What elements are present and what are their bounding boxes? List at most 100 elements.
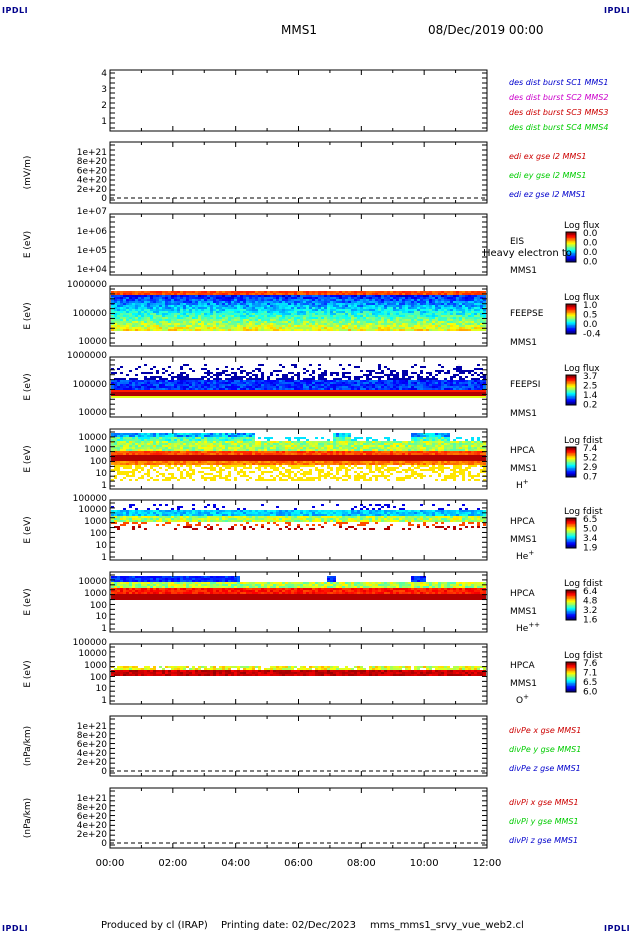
spectrogram-pixel: [147, 327, 150, 329]
spectrogram-pixel: [222, 453, 225, 455]
spectrogram-pixel: [480, 301, 483, 303]
spectrogram-pixel: [183, 307, 186, 309]
spectrogram-pixel: [258, 295, 261, 297]
spectrogram-pixel: [369, 380, 372, 382]
spectrogram-pixel: [123, 309, 126, 311]
spectrogram-pixel: [195, 307, 198, 309]
spectrogram-pixel: [285, 380, 288, 382]
spectrogram-pixel: [231, 317, 234, 319]
spectrogram-pixel: [114, 396, 117, 398]
spectrogram-pixel: [372, 317, 375, 319]
spectrogram-pixel: [183, 469, 186, 471]
spectrogram-pixel: [255, 396, 258, 398]
spectrogram-pixel: [195, 449, 198, 451]
spectrogram-pixel: [318, 327, 321, 329]
spectrogram-pixel: [297, 396, 300, 398]
spectrogram-pixel: [156, 457, 159, 459]
spectrogram-pixel: [204, 364, 207, 366]
spectrogram-pixel: [387, 301, 390, 303]
spectrogram-pixel: [405, 329, 408, 331]
spectrogram-pixel: [369, 384, 372, 386]
spectrogram-pixel: [171, 475, 174, 477]
spectrogram-pixel: [240, 372, 243, 374]
spectrogram-pixel: [252, 441, 255, 443]
spectrogram-pixel: [312, 327, 315, 329]
spectrogram-pixel: [237, 313, 240, 315]
spectrogram-pixel: [432, 388, 435, 390]
spectrogram-pixel: [360, 311, 363, 313]
spectrogram-pixel: [300, 303, 303, 305]
spectrogram-pixel: [261, 390, 264, 392]
spectrogram-pixel: [240, 437, 243, 439]
spectrogram-pixel: [216, 301, 219, 303]
spectrogram-pixel: [288, 323, 291, 325]
spectrogram-pixel: [120, 321, 123, 323]
spectrogram-pixel: [462, 392, 465, 394]
spectrogram-pixel: [351, 301, 354, 303]
spectrogram-pixel: [159, 307, 162, 309]
spectrogram-pixel: [438, 394, 441, 396]
spectrogram-pixel: [216, 475, 219, 477]
spectrogram-pixel: [171, 439, 174, 441]
spectrogram-pixel: [159, 313, 162, 315]
spectrogram-pixel: [438, 329, 441, 331]
spectrogram-pixel: [477, 301, 480, 303]
spectrogram-pixel: [126, 388, 129, 390]
spectrogram-pixel: [153, 301, 156, 303]
spectrogram-pixel: [432, 315, 435, 317]
spectrogram-pixel: [243, 382, 246, 384]
spectrogram-pixel: [234, 301, 237, 303]
spectrogram-pixel: [177, 311, 180, 313]
spectrogram-pixel: [381, 321, 384, 323]
spectrogram-pixel: [462, 396, 465, 398]
spectrogram-pixel: [429, 380, 432, 382]
spectrogram-pixel: [291, 319, 294, 321]
spectrogram-pixel: [465, 386, 468, 388]
spectrogram-pixel: [300, 394, 303, 396]
spectrogram-pixel: [312, 317, 315, 319]
spectrogram-pixel: [375, 307, 378, 309]
spectrogram-pixel: [270, 291, 273, 293]
spectrogram-pixel: [420, 317, 423, 319]
spectrogram-pixel: [480, 368, 483, 370]
spectrogram-pixel: [219, 445, 222, 447]
spectrogram-pixel: [234, 317, 237, 319]
spectrogram-pixel: [213, 374, 216, 376]
spectrogram-pixel: [150, 449, 153, 451]
spectrogram-pixel: [150, 382, 153, 384]
spectrogram-pixel: [207, 291, 210, 293]
spectrogram-pixel: [363, 382, 366, 384]
spectrogram-pixel: [117, 291, 120, 293]
spectrogram-pixel: [246, 319, 249, 321]
spectrogram-pixel: [153, 323, 156, 325]
spectrogram-pixel: [123, 291, 126, 293]
spectrogram-pixel: [354, 305, 357, 307]
spectrogram-pixel: [291, 329, 294, 331]
spectrogram-pixel: [114, 323, 117, 325]
spectrogram-pixel: [384, 394, 387, 396]
spectrogram-pixel: [429, 388, 432, 390]
spectrogram-pixel: [237, 473, 240, 475]
spectrogram-pixel: [189, 293, 192, 295]
spectrogram-pixel: [234, 469, 237, 471]
spectrogram-pixel: [165, 315, 168, 317]
spectrogram-pixel: [309, 396, 312, 398]
spectrogram-pixel: [411, 323, 414, 325]
spectrogram-pixel: [408, 327, 411, 329]
spectrogram-pixel: [210, 301, 213, 303]
spectrogram-pixel: [219, 388, 222, 390]
spectrogram-pixel: [459, 329, 462, 331]
spectrogram-pixel: [372, 386, 375, 388]
spectrogram-pixel: [180, 317, 183, 319]
spectrogram-pixel: [240, 392, 243, 394]
spectrogram-pixel: [447, 303, 450, 305]
spectrogram-pixel: [213, 435, 216, 437]
spectrogram-pixel: [195, 380, 198, 382]
spectrogram-pixel: [198, 437, 201, 439]
spectrogram-pixel: [159, 439, 162, 441]
spectrogram-pixel: [414, 295, 417, 297]
spectrogram-pixel: [399, 329, 402, 331]
spectrogram-pixel: [465, 325, 468, 327]
spectrogram-pixel: [384, 390, 387, 392]
spectrogram-pixel: [207, 372, 210, 374]
